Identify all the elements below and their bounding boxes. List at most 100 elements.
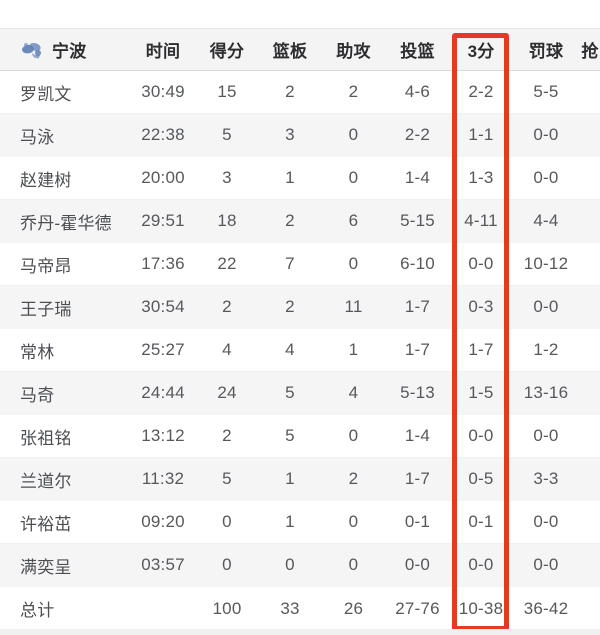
player-rows: 罗凯文 30:49 15 2 2 4-6 2-2 5-5 马泳 22:38 5 …	[0, 71, 600, 587]
player-rebounds: 1	[285, 469, 295, 488]
team-logo-icon	[20, 40, 44, 60]
player-points: 0	[222, 555, 232, 574]
player-name: 马帝昂	[20, 256, 72, 276]
player-assists: 4	[348, 383, 359, 402]
player-fg: 1-4	[404, 426, 431, 445]
player-3pt: 0-0	[468, 426, 494, 445]
player-3pt: 0-0	[468, 555, 494, 574]
player-assists: 0	[348, 426, 359, 445]
player-time: 13:12	[141, 426, 185, 445]
player-assists: 11	[344, 297, 363, 316]
player-row[interactable]: 王子瑞 30:54 2 2 11 1-7 0-3 0-0	[0, 286, 600, 329]
player-points: 24	[217, 383, 237, 402]
player-ft: 1-2	[533, 340, 559, 359]
player-name: 满奕呈	[20, 557, 72, 577]
player-name: 马泳	[20, 127, 55, 147]
player-ft: 4-4	[533, 211, 559, 230]
player-3pt: 2-2	[468, 82, 494, 101]
player-points: 18	[217, 211, 237, 230]
player-points: 0	[222, 512, 232, 531]
player-name: 兰道尔	[20, 471, 72, 491]
player-rebounds: 5	[285, 426, 295, 445]
player-name: 王子瑞	[20, 299, 72, 319]
player-assists: 0	[348, 254, 359, 273]
column-header-assists: 助攻	[336, 42, 371, 61]
player-assists: 1	[348, 340, 359, 359]
player-ft: 13-16	[523, 383, 569, 402]
player-ft: 10-12	[523, 254, 569, 273]
player-row[interactable]: 满奕呈 03:57 0 0 0 0-0 0-0 0-0	[0, 544, 600, 587]
player-row[interactable]: 赵建树 20:00 3 1 0 1-4 1-3 0-0	[0, 157, 600, 200]
player-name: 马奇	[20, 385, 55, 405]
player-3pt: 1-1	[468, 125, 494, 144]
player-ft: 0-0	[533, 512, 559, 531]
player-name: 赵建树	[20, 170, 72, 190]
player-row[interactable]: 罗凯文 30:49 15 2 2 4-6 2-2 5-5	[0, 71, 600, 114]
column-header-3pt: 3分	[467, 42, 495, 61]
player-assists: 0	[348, 555, 359, 574]
player-row[interactable]: 常林 25:27 4 4 1 1-7 1-7 1-2	[0, 329, 600, 372]
player-assists: 2	[348, 469, 359, 488]
player-3pt: 1-3	[468, 168, 494, 187]
player-rebounds: 7	[285, 254, 295, 273]
player-fg: 0-1	[404, 512, 431, 531]
player-fg: 4-6	[404, 82, 431, 101]
player-time: 09:20	[141, 512, 185, 531]
player-time: 25:27	[141, 340, 185, 359]
totals-ft: 36-42	[523, 598, 569, 618]
player-time: 22:38	[141, 125, 185, 144]
player-rebounds: 3	[285, 125, 295, 144]
player-points: 15	[217, 82, 237, 101]
player-rebounds: 1	[285, 168, 295, 187]
player-points: 22	[217, 254, 237, 273]
player-points: 5	[222, 469, 232, 488]
team-header-cell: 宁波	[0, 37, 130, 62]
player-name: 常林	[20, 342, 55, 362]
totals-label: 总计	[20, 601, 55, 620]
table-header-row: 宁波 时间 得分 篮板 助攻 投篮 3分 罚球 抢	[0, 28, 600, 71]
player-row[interactable]: 许裕茁 09:20 0 1 0 0-1 0-1 0-0	[0, 501, 600, 544]
player-name: 乔丹-霍华德	[20, 213, 112, 233]
player-3pt: 1-5	[468, 383, 494, 402]
player-rebounds: 5	[285, 383, 295, 402]
player-fg: 1-4	[404, 168, 431, 187]
player-fg: 1-7	[404, 340, 431, 359]
player-rebounds: 2	[285, 211, 295, 230]
player-3pt: 0-0	[468, 254, 494, 273]
player-row[interactable]: 兰道尔 11:32 5 1 2 1-7 0-5 3-3	[0, 458, 600, 501]
column-header-rebounds: 篮板	[272, 42, 308, 61]
player-3pt: 1-7	[468, 340, 494, 359]
player-assists: 6	[348, 211, 359, 230]
player-ft: 0-0	[533, 168, 559, 187]
player-row[interactable]: 马泳 22:38 5 3 0 2-2 1-1 0-0	[0, 114, 600, 157]
player-row[interactable]: 张祖铭 13:12 2 5 0 1-4 0-0 0-0	[0, 415, 600, 458]
player-time: 30:49	[141, 82, 185, 101]
player-time: 29:51	[141, 211, 185, 230]
stats-table: 宁波 时间 得分 篮板 助攻 投篮 3分 罚球 抢 罗凯文 30:49 15 2…	[0, 28, 600, 630]
totals-points: 100	[212, 598, 242, 618]
player-time: 17:36	[141, 254, 185, 273]
player-time: 30:54	[141, 297, 185, 316]
player-fg: 1-7	[404, 297, 431, 316]
totals-fg: 27-76	[395, 598, 440, 618]
player-3pt: 0-5	[468, 469, 494, 488]
player-rebounds: 0	[285, 555, 295, 574]
player-time: 20:00	[141, 168, 185, 187]
player-fg: 6-10	[400, 254, 435, 273]
player-points: 4	[222, 340, 232, 359]
player-row[interactable]: 马帝昂 17:36 22 7 0 6-10 0-0 10-12	[0, 243, 600, 286]
player-fg: 2-2	[404, 125, 431, 144]
player-rebounds: 1	[285, 512, 295, 531]
player-rebounds: 2	[285, 297, 295, 316]
column-header-fg: 投篮	[400, 42, 435, 61]
player-row[interactable]: 马奇 24:44 24 5 4 5-13 1-5 13-16	[0, 372, 600, 415]
totals-rebounds: 33	[280, 598, 300, 618]
team-name: 宁波	[52, 42, 87, 61]
player-assists: 2	[348, 82, 359, 101]
player-fg: 5-15	[400, 211, 435, 230]
player-row[interactable]: 乔丹-霍华德 29:51 18 2 6 5-15 4-11 4-4	[0, 200, 600, 243]
player-fg: 1-7	[404, 469, 431, 488]
player-fg: 5-13	[400, 383, 435, 402]
player-assists: 0	[348, 125, 359, 144]
